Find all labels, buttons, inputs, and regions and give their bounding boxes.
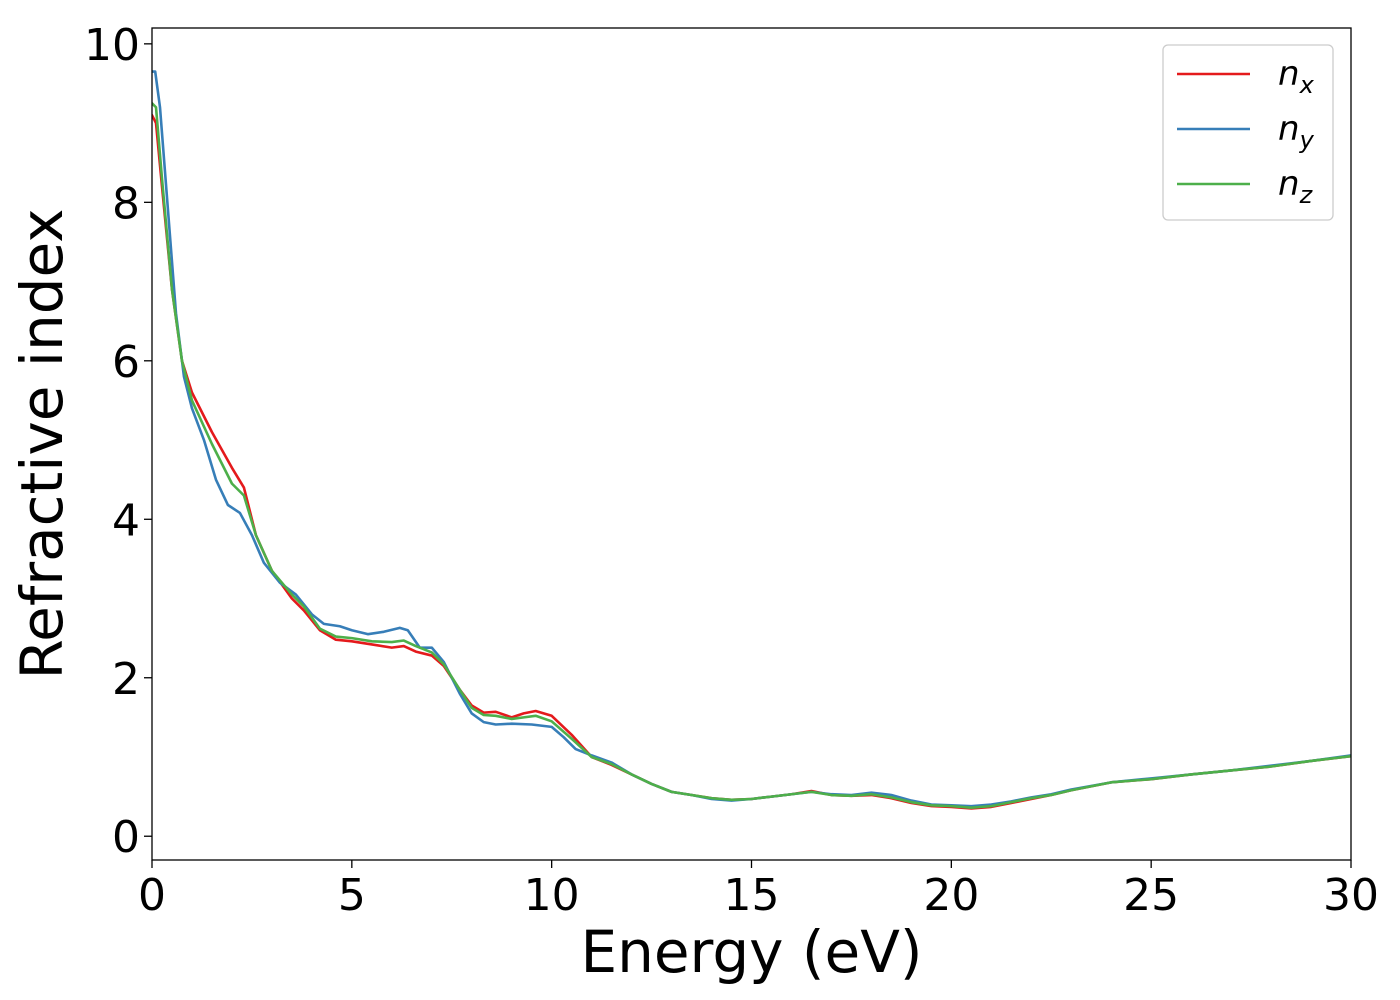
ticks-layer: 0 5 10 15 20 25 30 0 2 4 6 8 10 xyxy=(84,20,1379,921)
x-tick-label: 25 xyxy=(1123,870,1179,921)
y-tick-label: 6 xyxy=(112,337,140,388)
x-tick-label: 0 xyxy=(138,870,166,921)
legend-label-subscript: y xyxy=(1299,126,1315,154)
y-tick-label: 2 xyxy=(112,654,140,705)
y-axis-title: Refractive index xyxy=(8,208,76,679)
legend-box xyxy=(1162,44,1334,221)
y-tick-label: 0 xyxy=(112,812,140,863)
x-tick-label: 10 xyxy=(524,870,580,921)
x-tick-label: 5 xyxy=(338,870,366,921)
y-tick-label: 8 xyxy=(112,178,140,229)
x-tick-label: 20 xyxy=(923,870,979,921)
y-tick-label: 4 xyxy=(112,495,140,546)
legend-label-base: n xyxy=(1278,54,1300,94)
series-line-y xyxy=(152,70,1351,808)
legend-label-base: n xyxy=(1278,109,1300,149)
legend-label-subscript: z xyxy=(1299,181,1314,209)
series-line-z xyxy=(152,101,1351,809)
legend-label-z: nz xyxy=(1278,164,1314,209)
x-tick-label: 30 xyxy=(1323,870,1379,921)
legend-label-x: nx xyxy=(1278,54,1315,99)
x-axis-title: Energy (eV) xyxy=(580,918,922,986)
legend-label-y: ny xyxy=(1278,109,1315,154)
x-tick-label: 15 xyxy=(724,870,780,921)
legend-label-base: n xyxy=(1278,164,1300,204)
y-tick-label: 10 xyxy=(84,20,140,71)
series-layer xyxy=(152,70,1351,810)
legend-label-subscript: x xyxy=(1299,71,1315,99)
